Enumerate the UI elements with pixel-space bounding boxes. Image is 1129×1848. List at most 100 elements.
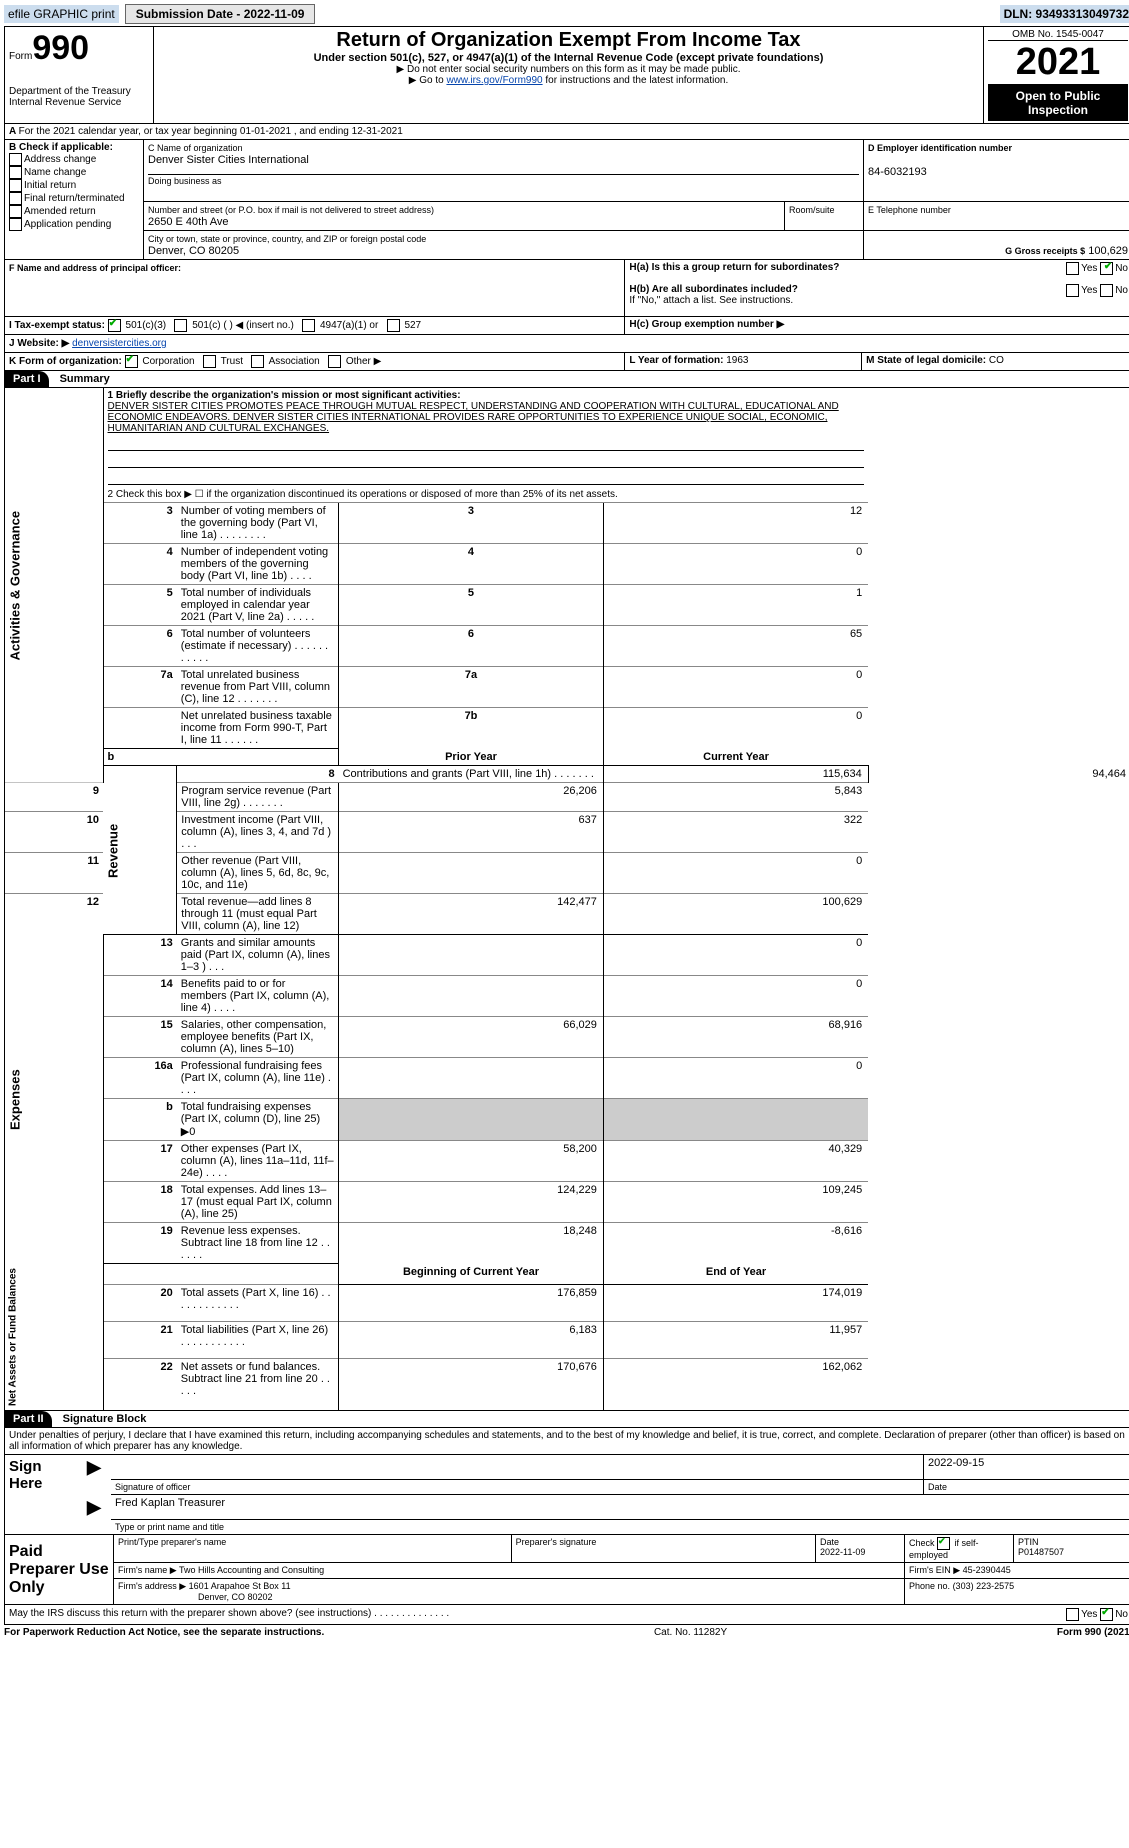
assoc-checkbox[interactable] bbox=[251, 355, 264, 368]
row-num: 20 bbox=[103, 1284, 177, 1321]
4947-checkbox[interactable] bbox=[302, 319, 315, 332]
pp-name-label: Print/Type preparer's name bbox=[114, 1535, 512, 1563]
firm-name: Two Hills Accounting and Consulting bbox=[179, 1565, 324, 1575]
website-label: J Website: ▶ bbox=[9, 338, 69, 349]
firm-addr2: Denver, CO 80202 bbox=[198, 1592, 273, 1602]
curr-val: 0 bbox=[603, 935, 868, 976]
type-name-label: Type or print name and title bbox=[111, 1520, 1129, 1535]
prior-val: 124,229 bbox=[339, 1182, 604, 1223]
city-label: City or town, state or province, country… bbox=[148, 234, 426, 244]
discuss-yes-checkbox[interactable] bbox=[1066, 1608, 1079, 1621]
phone-label: E Telephone number bbox=[868, 205, 951, 215]
501c3-checkbox[interactable] bbox=[108, 319, 121, 332]
hb-no-checkbox[interactable] bbox=[1100, 284, 1113, 297]
org-name-label: C Name of organization bbox=[148, 143, 243, 153]
opt-other: Other ▶ bbox=[346, 356, 381, 367]
row-text: Other expenses (Part IX, column (A), lin… bbox=[177, 1141, 339, 1182]
table-row: 4Number of independent voting members of… bbox=[5, 544, 1129, 585]
table-row: 20Total assets (Part X, line 16) . . . .… bbox=[5, 1284, 1129, 1321]
trust-checkbox[interactable] bbox=[203, 355, 216, 368]
row-text: Net unrelated business taxable income fr… bbox=[177, 708, 339, 749]
table-row: 16aProfessional fundraising fees (Part I… bbox=[5, 1058, 1129, 1099]
hb-yes-checkbox[interactable] bbox=[1066, 284, 1079, 297]
org-name: Denver Sister Cities International bbox=[148, 154, 309, 166]
initial-return-checkbox[interactable] bbox=[9, 179, 22, 192]
footer-mid: Cat. No. 11282Y bbox=[324, 1627, 1057, 1638]
row-text: Revenue less expenses. Subtract line 18 … bbox=[177, 1223, 339, 1264]
corp-checkbox[interactable] bbox=[125, 355, 138, 368]
hb-yes: Yes bbox=[1081, 285, 1097, 296]
table-row: 18Total expenses. Add lines 13–17 (must … bbox=[5, 1182, 1129, 1223]
row-num: 15 bbox=[103, 1017, 177, 1058]
sign-here-table: Sign Here ▶ 2022-09-15 Signature of offi… bbox=[5, 1454, 1129, 1535]
name-change-checkbox[interactable] bbox=[9, 166, 22, 179]
curr-val: 322 bbox=[603, 812, 868, 853]
street-label: Number and street (or P.O. box if mail i… bbox=[148, 205, 434, 215]
row-text: Total number of individuals employed in … bbox=[177, 585, 339, 626]
row-text: Grants and similar amounts paid (Part IX… bbox=[177, 935, 339, 976]
side-expenses: Expenses bbox=[5, 935, 103, 1264]
discuss-no-checkbox[interactable] bbox=[1100, 1608, 1113, 1621]
firm-ein-label: Firm's EIN ▶ bbox=[909, 1565, 960, 1575]
final-return-checkbox[interactable] bbox=[9, 192, 22, 205]
website-link[interactable]: denversistercities.org bbox=[72, 338, 166, 349]
row-num: 12 bbox=[5, 894, 103, 935]
officer-sig-line[interactable] bbox=[111, 1454, 924, 1480]
room-label: Room/suite bbox=[789, 205, 835, 215]
box-d: D Employer identification number 84-6032… bbox=[864, 140, 1129, 202]
shaded-cell bbox=[603, 1099, 868, 1141]
header-table: Form990 Department of the Treasury Inter… bbox=[5, 27, 1129, 123]
row-box: 7a bbox=[339, 667, 604, 708]
527-checkbox[interactable] bbox=[387, 319, 400, 332]
table-row: 21Total liabilities (Part X, line 26) . … bbox=[5, 1321, 1129, 1358]
top-bar: efile GRAPHIC print Submission Date - 20… bbox=[4, 4, 1129, 24]
curr-val: 100,629 bbox=[603, 894, 868, 935]
h-a: H(a) Is this a group return for subordin… bbox=[625, 260, 1004, 283]
ha-no-checkbox[interactable] bbox=[1100, 262, 1113, 275]
curr-val: -8,616 bbox=[603, 1223, 868, 1264]
box-l: L Year of formation: 1963 bbox=[625, 353, 862, 371]
efile-label: efile GRAPHIC print bbox=[4, 5, 119, 23]
row-num: 17 bbox=[103, 1141, 177, 1182]
row-num: 14 bbox=[103, 976, 177, 1017]
end-val: 162,062 bbox=[603, 1358, 868, 1409]
hb-answer: Yes No bbox=[1004, 282, 1129, 316]
submission-date-button[interactable]: Submission Date - 2022-11-09 bbox=[125, 4, 316, 24]
curr-val: 68,916 bbox=[603, 1017, 868, 1058]
other-checkbox[interactable] bbox=[328, 355, 341, 368]
app-pending-checkbox[interactable] bbox=[9, 218, 22, 231]
address-change-checkbox[interactable] bbox=[9, 153, 22, 166]
part1-header-row: Part I Summary bbox=[5, 370, 1129, 388]
dept-treasury: Department of the Treasury bbox=[9, 86, 149, 97]
form-container: Form990 Department of the Treasury Inter… bbox=[4, 26, 1129, 1625]
row-text: Benefits paid to or for members (Part IX… bbox=[177, 976, 339, 1017]
amended-return-checkbox[interactable] bbox=[9, 205, 22, 218]
opt-initial-return: Initial return bbox=[24, 180, 76, 191]
opt-name-change: Name change bbox=[24, 167, 86, 178]
box-f: F Name and address of principal officer: bbox=[5, 260, 625, 317]
box-j: J Website: ▶ denversistercities.org bbox=[5, 334, 1129, 352]
col-end-year: End of Year bbox=[603, 1264, 868, 1285]
part2-title: Signature Block bbox=[63, 1413, 147, 1425]
row-box: 4 bbox=[339, 544, 604, 585]
self-employed-checkbox[interactable] bbox=[937, 1537, 950, 1550]
officer-date-val: 2022-09-15 bbox=[928, 1457, 984, 1469]
row-num bbox=[103, 708, 177, 749]
row-val: 0 bbox=[603, 667, 868, 708]
footer-right: Form 990 (2021) bbox=[1057, 1627, 1129, 1638]
officer-date: 2022-09-15 bbox=[924, 1454, 1129, 1480]
side-revenue: Revenue bbox=[103, 766, 177, 935]
instructions-link[interactable]: www.irs.gov/Form990 bbox=[446, 75, 542, 86]
prior-val: 58,200 bbox=[339, 1141, 604, 1182]
row-num: 7a bbox=[103, 667, 177, 708]
501c-checkbox[interactable] bbox=[174, 319, 187, 332]
sig-officer-label: Signature of officer bbox=[111, 1480, 924, 1495]
firm-phone: (303) 223-2575 bbox=[953, 1581, 1015, 1591]
ha-yes-checkbox[interactable] bbox=[1066, 262, 1079, 275]
row-text: Number of voting members of the governin… bbox=[177, 503, 339, 544]
row-text: Total liabilities (Part X, line 26) . . … bbox=[177, 1321, 339, 1358]
fh-table: F Name and address of principal officer:… bbox=[5, 259, 1129, 316]
sig-date-label: Date bbox=[924, 1480, 1129, 1495]
row-text: Total number of volunteers (estimate if … bbox=[177, 626, 339, 667]
opt-corp: Corporation bbox=[142, 356, 194, 367]
